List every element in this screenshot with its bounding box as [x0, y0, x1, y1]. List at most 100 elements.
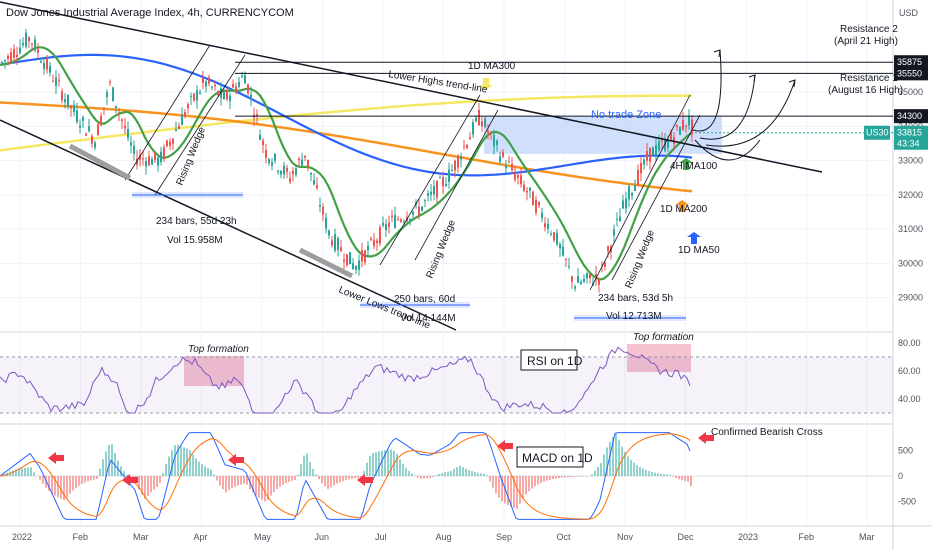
- macd-histogram-bar: [267, 476, 269, 500]
- candle-body: [412, 211, 414, 215]
- macd-histogram-bar: [645, 469, 647, 476]
- candle-body: [133, 145, 135, 154]
- macd-histogram-bar: [378, 451, 380, 476]
- projection-arrow: [705, 79, 796, 147]
- macd-histogram-bar: [345, 476, 347, 481]
- lower-lows-trendline: [0, 119, 457, 331]
- candle-body: [97, 124, 99, 136]
- candle-body: [523, 184, 525, 191]
- candle-body: [505, 165, 507, 169]
- candle-body: [187, 104, 189, 109]
- macd-histogram-bar: [678, 476, 680, 480]
- candle-body: [469, 137, 471, 140]
- candle-body: [487, 131, 489, 133]
- macd-histogram-bar: [12, 470, 14, 476]
- candle-body: [601, 264, 603, 266]
- macd-histogram-bar: [396, 453, 398, 476]
- cross-arrow: [497, 440, 513, 452]
- price-tick-label: 31000: [898, 224, 923, 234]
- macd-histogram-bar: [228, 476, 230, 491]
- time-tick-label: Mar: [859, 532, 875, 542]
- candle-body: [331, 240, 333, 246]
- macd-histogram-bar: [636, 465, 638, 476]
- macd-histogram-bar: [687, 476, 689, 482]
- candle-body: [118, 112, 120, 114]
- macd-histogram-bar: [66, 476, 68, 498]
- price-tick-label: 33000: [898, 156, 923, 166]
- rsi-band: [0, 357, 893, 413]
- macd-histogram-bar: [408, 470, 410, 476]
- macd-histogram-bar: [183, 447, 185, 476]
- candle-body: [265, 149, 267, 158]
- top-formation-box-2: [627, 344, 691, 372]
- candle-body: [214, 84, 216, 87]
- candle-body: [457, 155, 459, 168]
- candle-body: [58, 79, 60, 81]
- candle-body: [160, 151, 162, 163]
- symbol-badge-text: US30: [866, 128, 889, 138]
- macd-histogram-bar: [447, 471, 449, 476]
- macd-histogram-bar: [192, 454, 194, 476]
- macd-histogram-bar: [156, 476, 158, 487]
- time-tick-label: 2022: [12, 532, 32, 542]
- macd-callout-box: [516, 446, 584, 468]
- projection-curve: [694, 139, 761, 161]
- macd-histogram-bar: [333, 476, 335, 486]
- candle-body: [76, 110, 78, 122]
- candle-body: [508, 161, 510, 163]
- extra-badge-text: 35875: [897, 57, 922, 67]
- macd-histogram-bar: [375, 452, 377, 476]
- macd-histogram-bar: [390, 449, 392, 476]
- candle-body: [4, 60, 6, 62]
- range3-bars-label: 234 bars, 53d 5h: [598, 293, 673, 304]
- candle-body: [388, 222, 390, 228]
- macd-histogram-bar: [348, 476, 350, 480]
- candle-body: [358, 260, 360, 270]
- macd-histogram-bar: [411, 473, 413, 476]
- candle-body: [424, 200, 426, 202]
- macd-histogram-bar: [45, 476, 47, 488]
- candle-body: [148, 156, 150, 166]
- moving-averages: [0, 46, 693, 281]
- macd-histogram-bar: [642, 468, 644, 476]
- candle-body: [103, 107, 105, 109]
- candle-body: [346, 254, 348, 266]
- candle-body: [619, 216, 621, 222]
- macd-histogram-bar: [174, 445, 176, 476]
- candle-body: [169, 141, 171, 146]
- candle-body: [628, 186, 630, 200]
- macd-histogram-bar: [384, 450, 386, 476]
- current-price-badge-bg: [894, 125, 928, 150]
- macd-histogram-bar: [153, 476, 155, 490]
- time-tick-label: Jun: [315, 532, 330, 542]
- candle-body: [349, 252, 351, 265]
- candle-body: [475, 117, 477, 122]
- candle-body: [319, 205, 321, 207]
- candle-body: [235, 86, 237, 92]
- time-tick-label: Feb: [73, 532, 89, 542]
- macd-histogram-bar: [159, 476, 161, 483]
- macd-histogram-bar: [327, 476, 329, 489]
- candle-body: [61, 91, 63, 101]
- rsi-callout-label: RSI on 1D: [527, 354, 583, 368]
- macd-histogram-bar: [234, 476, 236, 487]
- candle-body: [427, 193, 429, 196]
- candle-body: [211, 86, 213, 88]
- macd-histogram-bar: [501, 476, 503, 502]
- candle-body: [673, 136, 675, 144]
- candle-body: [157, 157, 159, 166]
- candle-body: [49, 65, 51, 73]
- candle-body: [19, 47, 21, 54]
- candle-body: [667, 140, 669, 148]
- macd-histogram-bar: [669, 474, 671, 476]
- macd-histogram-bar: [417, 476, 419, 478]
- candle-body: [490, 131, 492, 134]
- candle-body: [550, 233, 552, 235]
- candle-body: [355, 265, 357, 270]
- candle-body: [310, 172, 312, 175]
- candle-body: [298, 158, 300, 161]
- candle-body: [391, 215, 393, 218]
- macd-histogram-bar: [258, 476, 260, 498]
- macd-histogram-bar: [513, 476, 515, 508]
